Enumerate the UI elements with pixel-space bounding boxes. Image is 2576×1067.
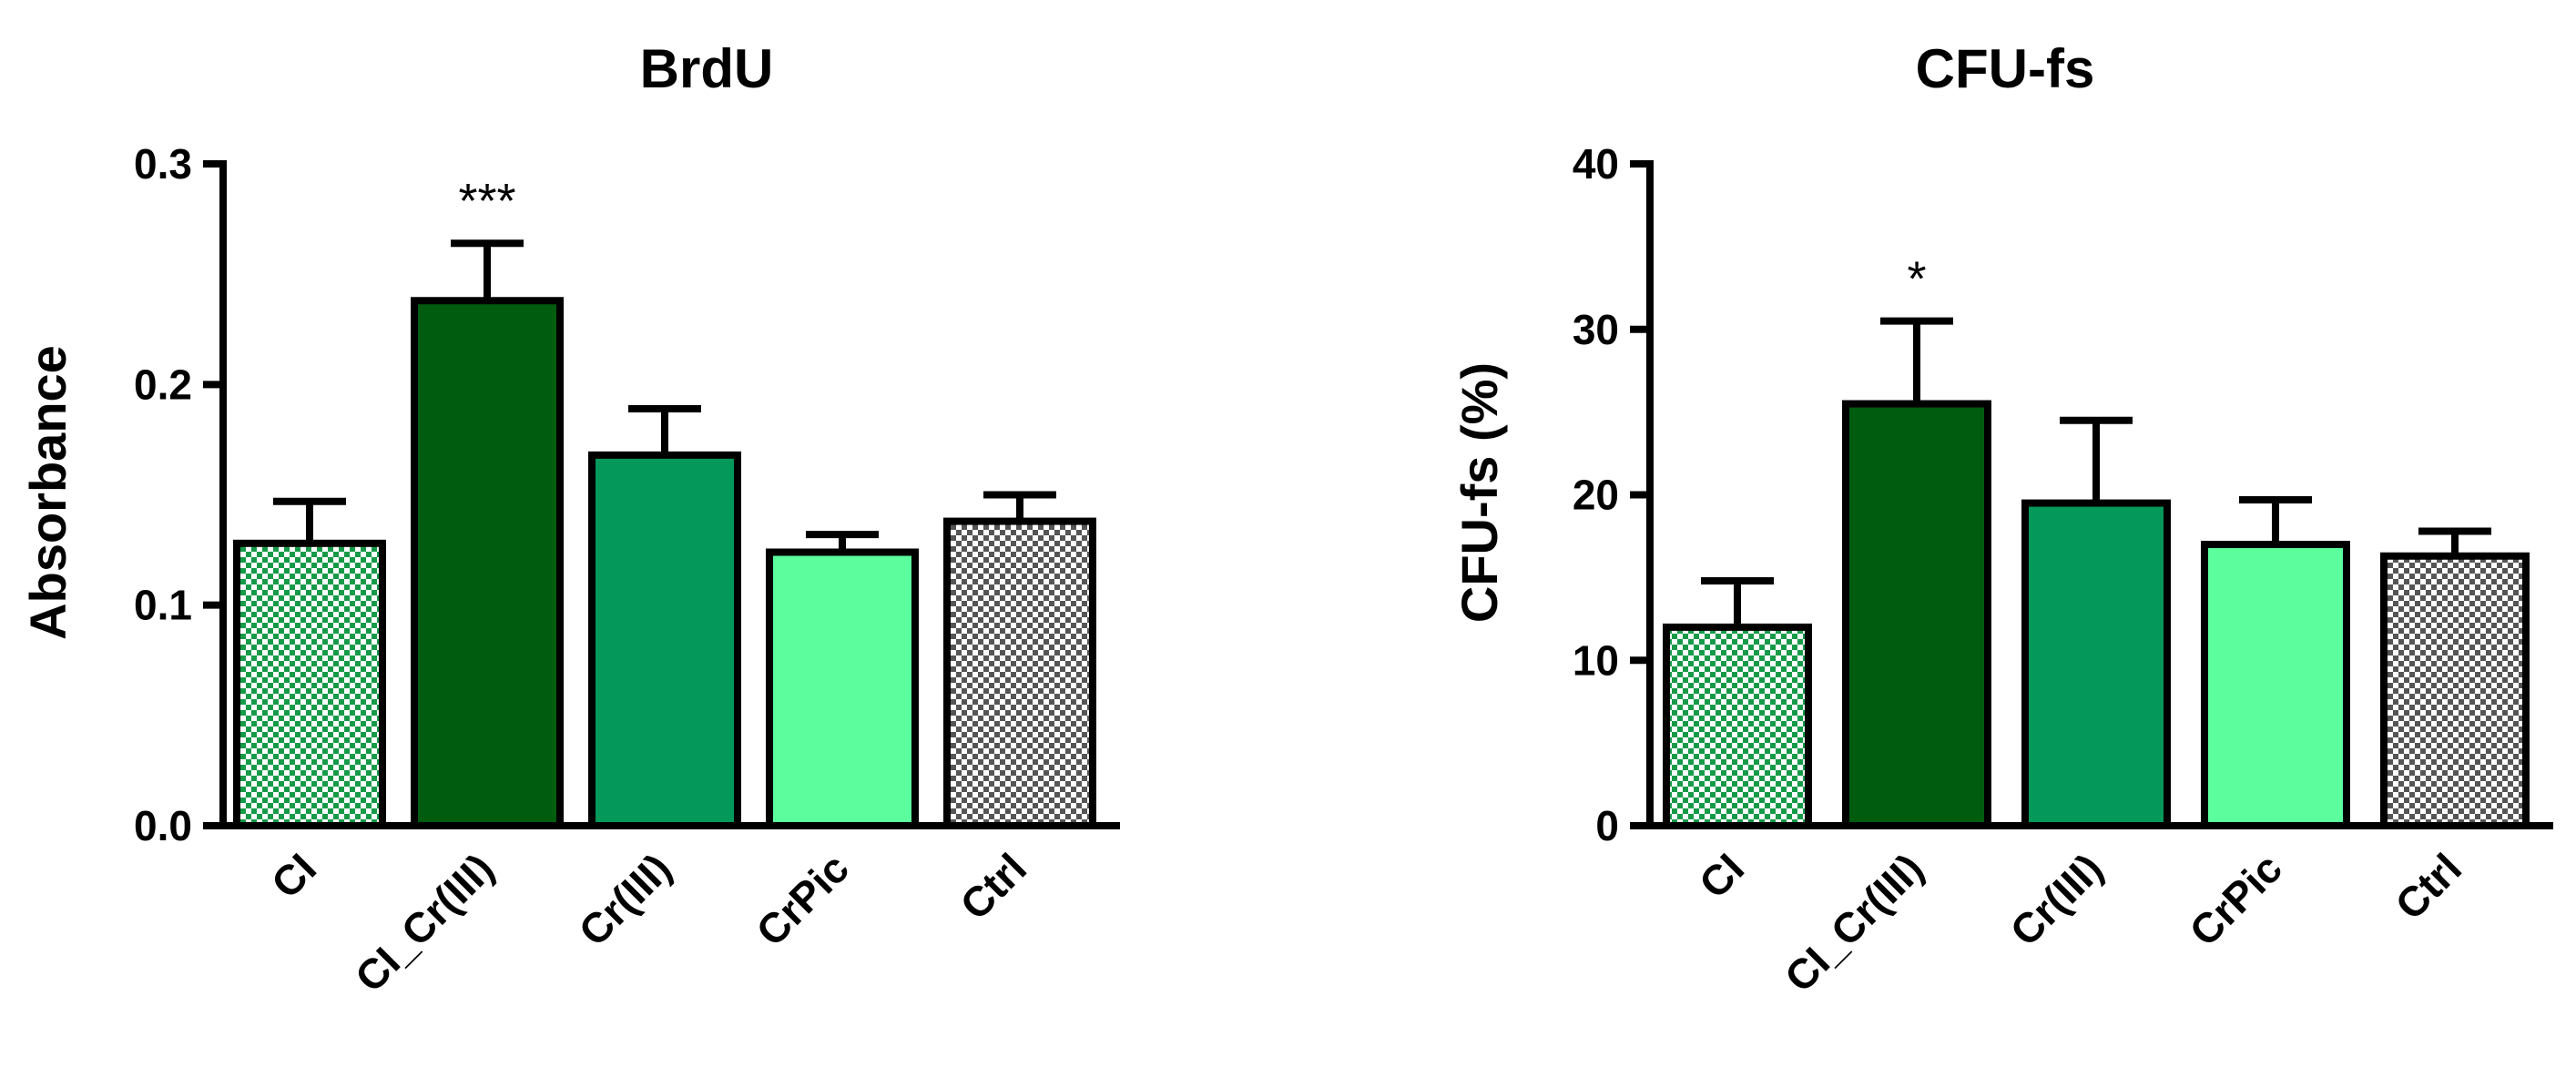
bar xyxy=(588,451,741,829)
y-tick-label: 10 xyxy=(1573,636,1619,684)
y-axis-label: Absorbance xyxy=(19,345,76,640)
bars-layer: * xyxy=(1663,252,2530,830)
x-tick-label: CI_Cr(III) xyxy=(346,844,503,1001)
y-tick-label: 0.1 xyxy=(134,582,192,629)
chart-cfu-fs: CFU-fs CFU-fs (%) * CI CI_Cr(III) Cr(III) C… xyxy=(1451,38,2553,1001)
bar xyxy=(2201,541,2350,830)
y-tick-label: 0.2 xyxy=(134,361,192,408)
y-axis-label: CFU-fs (%) xyxy=(1451,362,1508,623)
bar xyxy=(1842,400,1991,829)
y-tick-label: 0 xyxy=(1595,802,1619,849)
y-tick-label: 40 xyxy=(1573,140,1619,188)
x-tick-label: Cr(III) xyxy=(2001,844,2112,955)
bar xyxy=(766,548,919,829)
bar xyxy=(2380,552,2530,829)
x-tick-label: Cr(III) xyxy=(569,844,680,955)
y-tick-label: 30 xyxy=(1573,306,1619,353)
x-tick-label: Ctrl xyxy=(951,844,1035,929)
chart-brdu: BrdU Absorbance *** CI CI_Cr(III) Cr(III) C… xyxy=(19,38,1120,1001)
significance-label: * xyxy=(1907,252,1926,307)
chart-title: CFU-fs xyxy=(1916,38,2095,99)
x-tick-label: CI_Cr(III) xyxy=(1776,844,1932,1001)
y-tick-label: 0.3 xyxy=(134,140,192,188)
bar xyxy=(233,539,386,830)
chart-title: BrdU xyxy=(640,38,774,99)
bar xyxy=(943,517,1096,830)
x-tick-label: CrPic xyxy=(2180,844,2291,955)
x-tick-label: Ctrl xyxy=(2386,844,2470,929)
bar xyxy=(411,297,564,830)
y-tick-label: 20 xyxy=(1573,472,1619,519)
x-tick-label: CI xyxy=(262,844,325,907)
x-tick-label: CI xyxy=(1690,844,1753,907)
bar xyxy=(1663,623,1812,830)
y-tick-label: 0.0 xyxy=(134,802,192,849)
x-tick-label: CrPic xyxy=(747,844,858,955)
bars-layer: *** xyxy=(233,174,1096,830)
significance-label: *** xyxy=(458,174,515,229)
bar xyxy=(2021,499,2171,830)
